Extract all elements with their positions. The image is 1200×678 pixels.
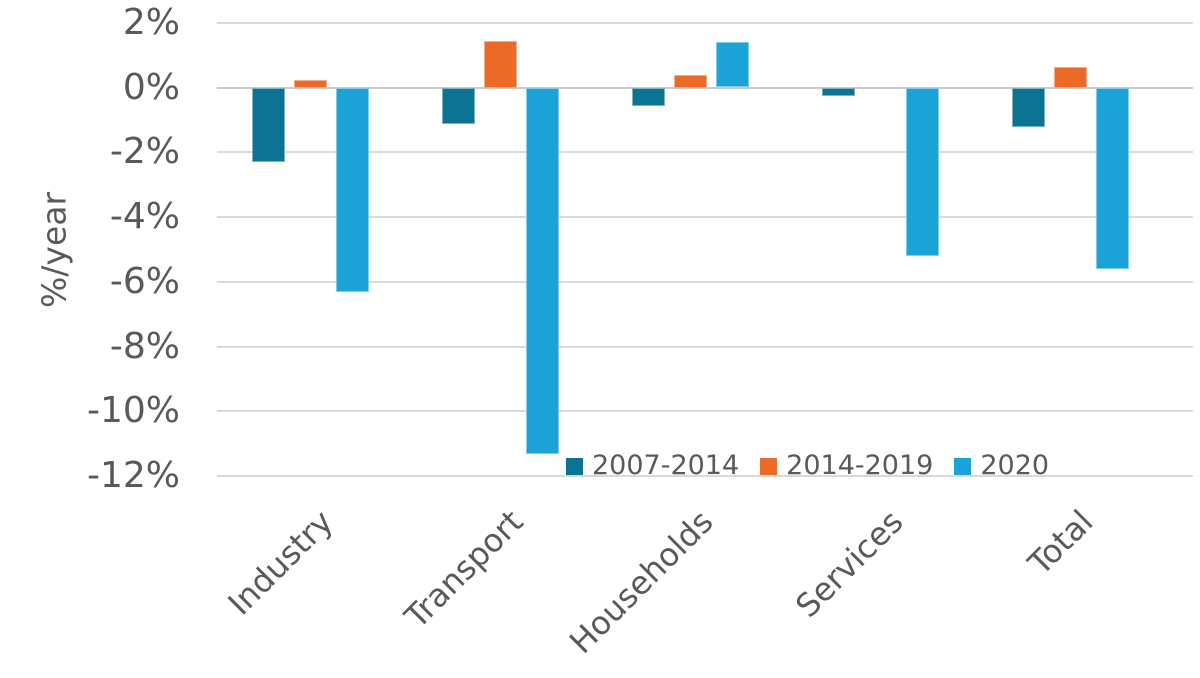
- legend-item-2020: 2020: [954, 452, 1049, 480]
- bar-total-2020: [1096, 88, 1129, 269]
- legend-label: 2014-2019: [786, 450, 934, 481]
- legend-label: 2007-2014: [592, 450, 740, 481]
- bar-services-2007-2014: [822, 88, 855, 96]
- gridline: [217, 475, 1193, 477]
- bar-households-2014-2019: [674, 75, 707, 88]
- bar-total-2007-2014: [1012, 88, 1045, 127]
- legend-item-2007-2014: 2007-2014: [566, 452, 739, 480]
- gridline: [217, 410, 1193, 412]
- legend-swatch-icon: [566, 457, 583, 475]
- y-tick-label: -8%: [109, 326, 180, 367]
- y-tick-label: 0%: [122, 67, 180, 108]
- bar-total-2014-2019: [1054, 67, 1087, 88]
- bar-industry-2020: [336, 88, 369, 292]
- y-tick-label: -2%: [109, 131, 180, 172]
- gridline: [217, 346, 1193, 348]
- legend-label: 2020: [980, 450, 1050, 481]
- bar-transport-2014-2019: [484, 41, 517, 88]
- legend-item-2014-2019: 2014-2019: [760, 452, 933, 480]
- bar-industry-2007-2014: [252, 88, 285, 162]
- y-tick-label: 2%: [122, 2, 180, 43]
- gridline: [217, 281, 1193, 283]
- y-tick-label: -12%: [86, 455, 180, 496]
- bar-households-2007-2014: [632, 88, 665, 106]
- bar-transport-2020: [526, 88, 559, 454]
- gridline: [217, 216, 1193, 218]
- bar-transport-2007-2014: [442, 88, 475, 124]
- y-tick-label: -6%: [109, 261, 180, 302]
- x-category-label-industry: Industry: [220, 502, 341, 623]
- y-tick-label: -10%: [86, 390, 180, 431]
- bar-services-2020: [906, 88, 939, 256]
- y-tick-label: -4%: [109, 196, 180, 237]
- legend-swatch-icon: [760, 457, 778, 475]
- zero-gridline: [217, 87, 1193, 89]
- bar-industry-2014-2019: [294, 80, 327, 88]
- gridline: [217, 151, 1193, 153]
- legend: 2007-2014 2014-2019 2020: [566, 452, 1049, 480]
- bar-households-2020: [716, 42, 749, 87]
- gridline: [217, 22, 1193, 24]
- legend-swatch-icon: [954, 457, 972, 475]
